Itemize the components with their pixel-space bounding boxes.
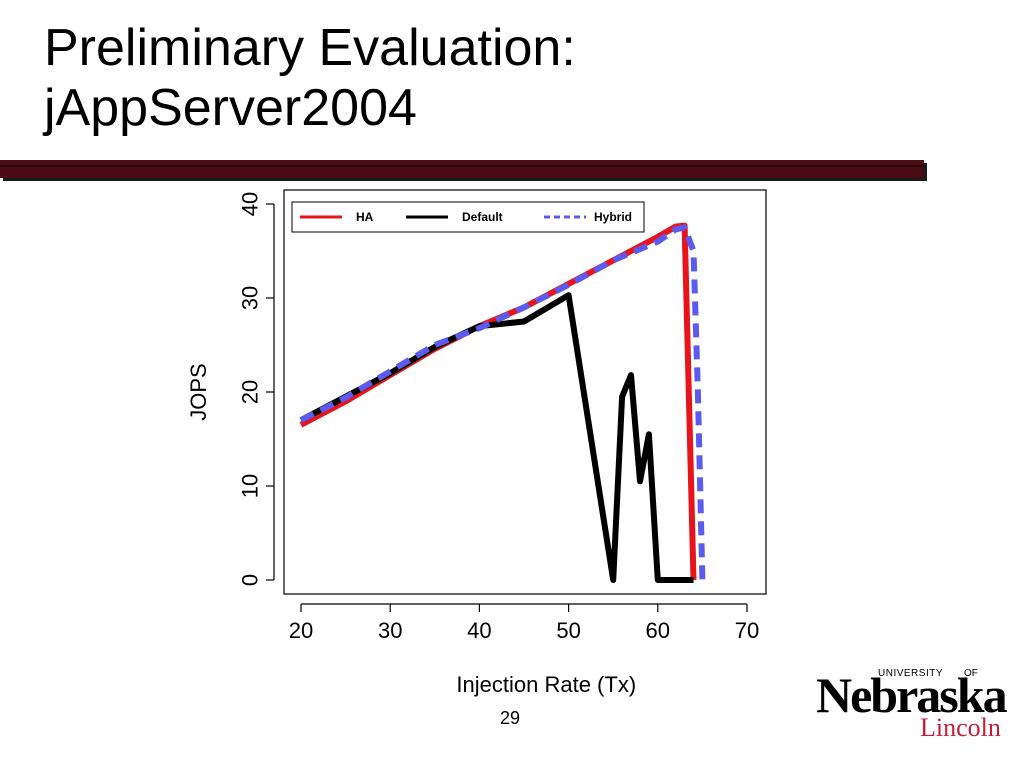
y-tick-label: 40 xyxy=(238,192,263,216)
logo-university-text: UNIVERSITY xyxy=(878,668,944,679)
legend: HA Default Hybrid xyxy=(291,201,645,233)
y-tick-label: 20 xyxy=(238,380,263,404)
series-line-default xyxy=(299,292,694,583)
y-tick-label: 0 xyxy=(238,574,263,586)
y-axis-label: JOPS xyxy=(186,363,211,420)
slide-title: Preliminary Evaluation: jAppServer2004 xyxy=(44,18,576,138)
line-chart: 20 30 40 50 60 70 0 10 20 30 40 Injection Rate (Tx)… xyxy=(186,189,767,697)
title-divider-bar xyxy=(0,160,924,178)
x-axis-label: Injection Rate (Tx) xyxy=(456,672,636,697)
x-tick-label: 30 xyxy=(378,618,402,643)
x-tick-label: 70 xyxy=(735,618,759,643)
title-line-1: Preliminary Evaluation: xyxy=(44,19,576,77)
y-tick-label: 10 xyxy=(238,474,263,498)
x-tick-label: 20 xyxy=(289,618,313,643)
legend-label-default: Default xyxy=(462,210,503,224)
logo-name: Nebraska xyxy=(816,667,1008,723)
x-tick-label: 50 xyxy=(556,618,580,643)
plot-frame xyxy=(283,189,767,595)
title-divider-line xyxy=(0,165,924,167)
x-tick-label: 40 xyxy=(467,618,491,643)
logo-city: Lincoln xyxy=(920,713,1001,742)
university-logo: UNIVERSITY OF Nebraska Lincoln xyxy=(816,664,1008,744)
legend-label-ha: HA xyxy=(356,210,374,224)
y-tick-label: 30 xyxy=(238,286,263,310)
x-tick-label: 60 xyxy=(646,618,670,643)
logo-of-text: OF xyxy=(964,668,978,679)
series-line-hybrid xyxy=(299,224,706,581)
page-number: 29 xyxy=(500,708,521,728)
legend-label-hybrid: Hybrid xyxy=(594,210,632,224)
title-line-2: jAppServer2004 xyxy=(44,79,417,137)
